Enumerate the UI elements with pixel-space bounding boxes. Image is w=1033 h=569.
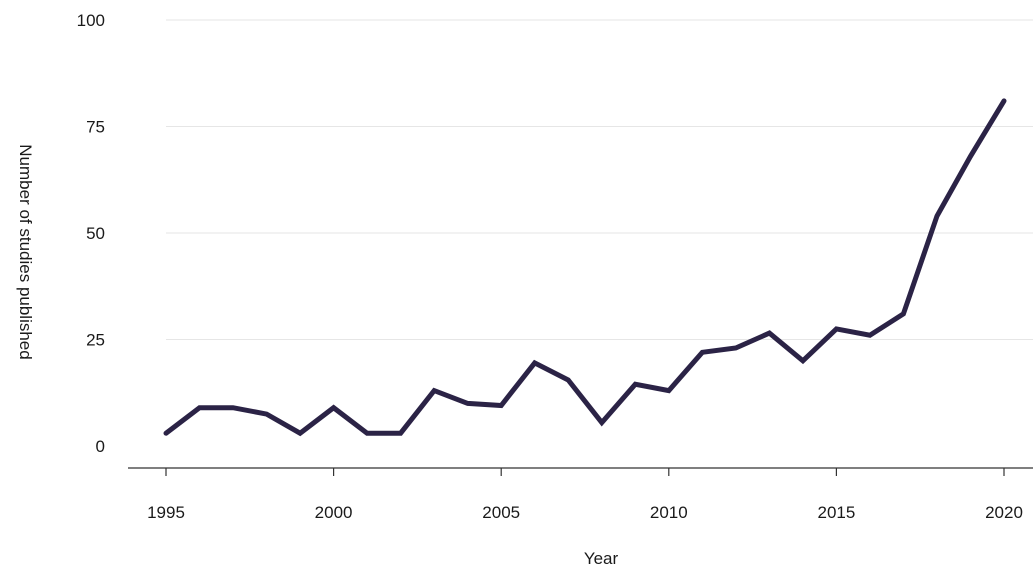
series-group (163, 98, 1007, 437)
y-tick-label: 0 (96, 437, 105, 456)
y-axis-ticks: 0 25 50 75 100 (77, 11, 105, 456)
y-axis-title: Number of studies published (16, 144, 35, 359)
y-tick-label: 25 (86, 331, 105, 350)
y-tick-label: 50 (86, 224, 105, 243)
x-tick-label: 1995 (147, 503, 185, 522)
x-axis-ticks: 1995 2000 2005 2010 2015 2020 (147, 468, 1023, 522)
y-tick-label: 75 (86, 118, 105, 137)
series-line (163, 98, 1007, 437)
x-tick-label: 2000 (315, 503, 353, 522)
x-tick-label: 2010 (650, 503, 688, 522)
x-tick-label: 2005 (482, 503, 520, 522)
x-axis-title: Year (584, 549, 619, 568)
gridlines (166, 19, 1033, 340)
y-tick-label: 100 (77, 11, 105, 30)
x-tick-label: 2015 (817, 503, 855, 522)
x-tick-label: 2020 (985, 503, 1023, 522)
